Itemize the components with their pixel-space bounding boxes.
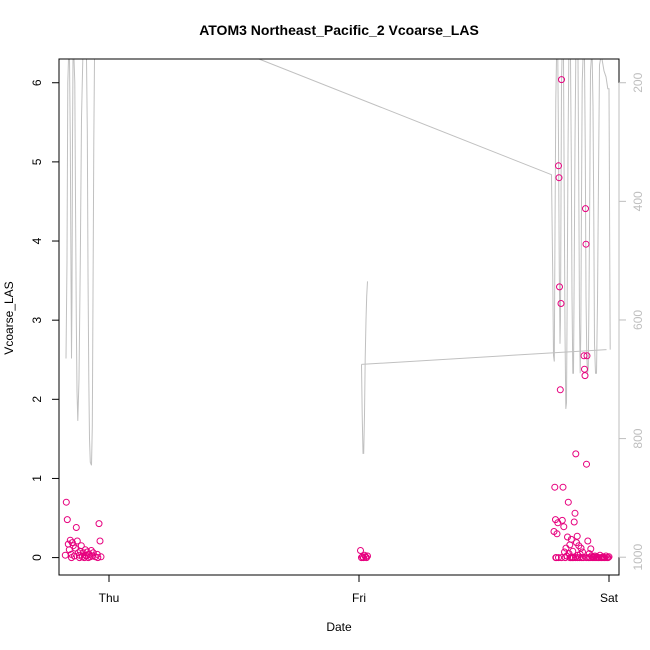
data-point-15: [77, 542, 85, 550]
data-point-30: [95, 520, 103, 528]
data-point-123: [566, 554, 574, 562]
data-point-113: [601, 554, 609, 562]
data-point-1: [63, 516, 71, 524]
secondary-line-series: [65, 58, 611, 466]
data-point-120: [552, 554, 560, 562]
line-segment-2: [361, 281, 368, 454]
data-point-10: [72, 524, 80, 531]
data-point-116: [604, 554, 612, 562]
line-segment-0: [65, 58, 96, 466]
data-point-37: [82, 551, 90, 559]
data-point-114: [602, 552, 610, 560]
data-point-33: [94, 554, 102, 562]
point-series: [61, 76, 613, 562]
x-tick-label: Fri: [352, 591, 366, 605]
data-point-91: [582, 240, 590, 248]
data-point-53: [555, 174, 563, 182]
data-point-78: [573, 532, 581, 540]
y-tick-label: 3: [30, 317, 44, 324]
data-point-32: [97, 553, 105, 561]
data-point-34: [68, 554, 75, 562]
chart-title: ATOM3 Northeast_Pacific_2 Vcoarse_LAS: [199, 22, 479, 38]
data-point-92: [583, 460, 590, 468]
data-point-76: [572, 450, 580, 458]
data-point-81: [576, 554, 583, 562]
y-tick-label: 4: [30, 237, 44, 244]
data-point-27: [89, 549, 97, 557]
data-point-50: [553, 530, 561, 538]
data-point-58: [558, 516, 566, 524]
data-point-93: [583, 352, 591, 360]
secondary-y-tick-label: 800: [631, 428, 645, 448]
y-tick-label: 6: [30, 79, 44, 86]
data-point-11: [73, 537, 81, 545]
data-point-90: [582, 205, 589, 213]
data-point-44: [363, 554, 370, 562]
data-point-55: [556, 386, 564, 394]
y-axis: 0 1 2 3 4 5 6: [30, 79, 60, 561]
data-point-119: [555, 554, 562, 562]
data-point-0: [62, 498, 70, 506]
data-point-98: [587, 545, 595, 553]
x-tick-label: Sat: [600, 591, 619, 605]
data-point-102: [590, 554, 598, 562]
data-point-125: [582, 554, 590, 562]
data-point-40: [359, 553, 366, 561]
data-point-94: [584, 537, 592, 545]
y-axis-label: Vcoarse_LAS: [2, 281, 16, 354]
data-point-83: [577, 544, 585, 552]
data-point-80: [575, 542, 583, 550]
data-point-66: [564, 498, 572, 506]
x-tick-label: Thu: [99, 591, 120, 605]
x-axis-label: Date: [326, 620, 352, 634]
data-point-36: [76, 554, 83, 562]
data-point-60: [560, 523, 568, 531]
data-point-35: [61, 551, 69, 559]
line-segment-3: [361, 349, 607, 365]
y-tick-label: 0: [30, 554, 44, 561]
data-point-65: [564, 533, 571, 541]
data-point-31: [96, 537, 104, 545]
x-axis: Thu Fri Sat: [99, 574, 619, 605]
data-point-52: [555, 162, 562, 170]
data-point-70: [567, 535, 575, 543]
data-point-62: [561, 554, 569, 562]
data-point-54: [556, 283, 563, 291]
y-tick-label: 5: [30, 158, 44, 165]
data-point-59: [559, 483, 567, 491]
data-point-117: [605, 553, 613, 561]
secondary-y-tick-label: 200: [631, 72, 645, 92]
secondary-y-axis: 200 400 600 800 1000: [618, 72, 645, 571]
data-point-47: [551, 483, 559, 491]
data-point-89: [581, 372, 589, 380]
secondary-y-tick-label: 400: [631, 191, 645, 211]
data-point-75: [571, 509, 579, 517]
data-point-124: [568, 554, 576, 562]
data-point-74: [570, 518, 578, 526]
y-tick-label: 1: [30, 475, 44, 482]
secondary-y-tick-label: 1000: [631, 544, 645, 571]
secondary-y-tick-label: 600: [631, 310, 645, 330]
data-point-121: [574, 554, 581, 562]
data-point-38: [357, 547, 364, 554]
data-point-56: [557, 300, 565, 307]
data-point-6: [68, 539, 76, 547]
data-point-57: [558, 76, 565, 84]
data-point-29: [93, 550, 101, 558]
data-point-87: [580, 352, 588, 360]
data-point-45: [364, 552, 371, 560]
y-tick-label: 2: [30, 396, 44, 403]
